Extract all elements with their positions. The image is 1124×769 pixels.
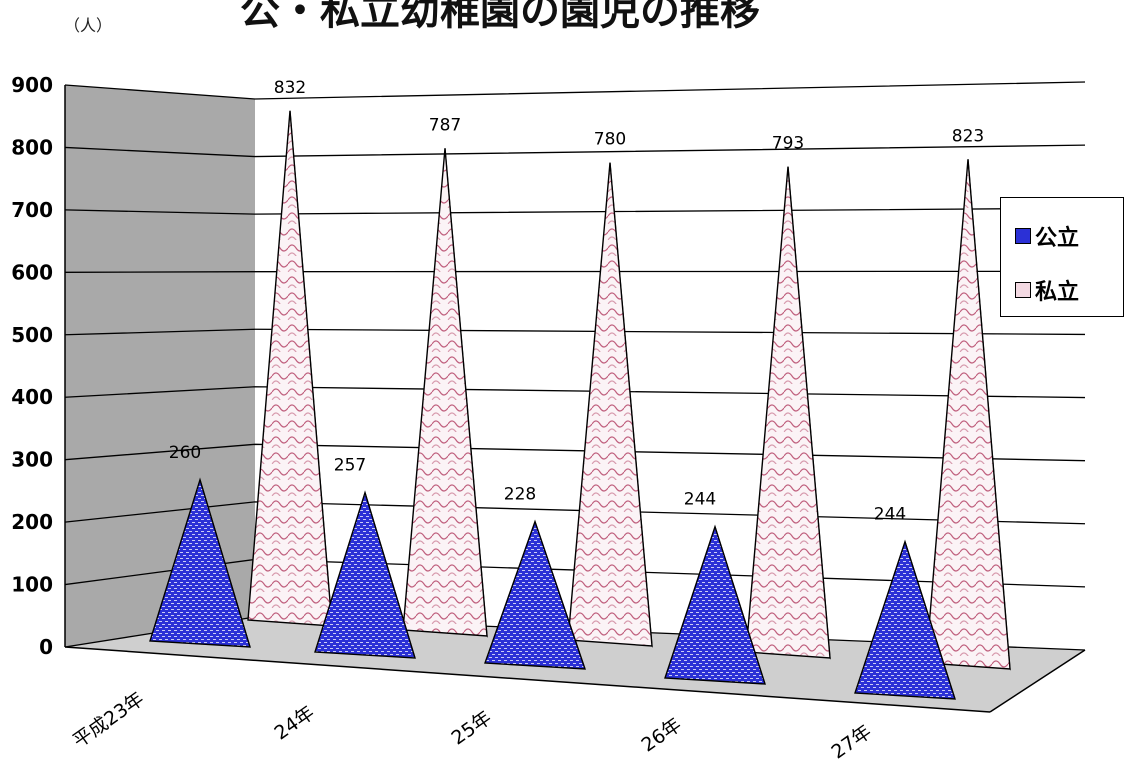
- x-category-label: 26年: [638, 714, 686, 757]
- x-category-label: 27年: [828, 721, 876, 764]
- data-label-private: 793: [772, 134, 804, 154]
- legend-label-public: 公立: [1035, 226, 1080, 251]
- y-tick-label: 400: [11, 385, 53, 409]
- y-tick-label: 300: [11, 448, 53, 472]
- data-label-public: 260: [169, 443, 201, 463]
- gridline: [64, 144, 1086, 158]
- chart-title: 公・私立幼稚園の園児の推移: [240, 0, 760, 34]
- y-axis-unit: （人）: [64, 16, 113, 35]
- bar-private: [925, 159, 1011, 671]
- bar-public-face: [854, 539, 956, 700]
- y-tick-label: 100: [11, 573, 53, 597]
- y-tick-label: 0: [39, 635, 53, 659]
- bar-public: [484, 519, 586, 670]
- y-tick-label: 200: [11, 510, 53, 534]
- bar-public-face: [484, 519, 586, 670]
- data-label-public: 257: [334, 456, 366, 476]
- bar-public: [314, 490, 416, 659]
- gridline: [64, 270, 1086, 273]
- data-label-public: 244: [684, 490, 716, 510]
- bar-private-face: [567, 162, 653, 647]
- legend-swatch-private: [1015, 282, 1031, 298]
- gridline: [64, 81, 1086, 100]
- legend-label-private: 私立: [1035, 280, 1080, 305]
- x-axis: [64, 646, 991, 713]
- y-tick-label: 900: [11, 73, 53, 97]
- bar-public-face: [149, 477, 251, 648]
- y-tick-label: 600: [11, 260, 53, 284]
- bar-private: [567, 162, 653, 648]
- data-label-public: 244: [874, 505, 906, 525]
- bar-private: [247, 110, 333, 628]
- bar-public-face: [664, 524, 766, 685]
- data-label-private: 787: [429, 115, 461, 135]
- bar-private: [745, 166, 831, 660]
- y-tick-label: 500: [11, 323, 53, 347]
- bar-private-face: [745, 166, 831, 659]
- bar-public-face: [314, 490, 416, 659]
- y-tick-label: 700: [11, 198, 53, 222]
- gridline: [64, 386, 1086, 399]
- gridline: [64, 207, 1086, 215]
- data-label-private: 832: [274, 78, 306, 98]
- gridline: [64, 328, 1086, 336]
- data-label-private: 823: [952, 126, 984, 146]
- bar-public: [664, 524, 766, 685]
- floor-edge: [989, 649, 1086, 713]
- legend-swatch-public: [1015, 228, 1031, 244]
- bar-private: [402, 148, 488, 638]
- legend-item-private: 私立: [1015, 274, 1079, 306]
- bar-private-face: [402, 148, 488, 637]
- bar-public: [854, 539, 956, 700]
- x-category-label: 25年: [448, 707, 496, 750]
- bar-private-face: [925, 159, 1011, 670]
- data-label-private: 780: [594, 130, 626, 150]
- x-category-label: 24年: [271, 702, 319, 745]
- data-label-public: 228: [504, 485, 536, 505]
- bar-public: [149, 477, 251, 648]
- x-category-label: 平成23年: [69, 688, 148, 753]
- y-tick-label: 800: [11, 135, 53, 159]
- legend: 公立 私立: [1000, 197, 1124, 317]
- bar-private-face: [247, 110, 333, 627]
- legend-item-public: 公立: [1015, 220, 1079, 252]
